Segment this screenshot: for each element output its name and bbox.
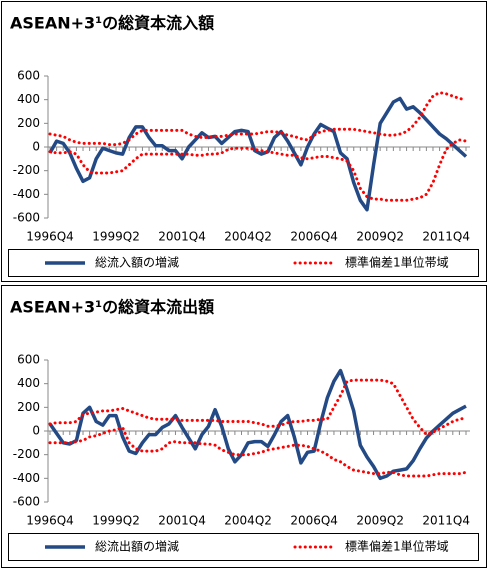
legend-label: 標準偏差1単位帯域 (345, 255, 449, 270)
y-tick-label: -600 (13, 211, 40, 225)
x-tick-label: 1996Q4 (26, 514, 74, 528)
legend-box (8, 249, 479, 277)
y-tick-label: -600 (13, 495, 40, 509)
legend-label: 総流出額の増減 (95, 539, 179, 554)
y-tick-label: -200 (13, 447, 40, 461)
x-tick-label: 2011Q4 (422, 230, 470, 244)
y-tick-label: -400 (13, 471, 40, 485)
y-tick-label: 0 (32, 140, 40, 154)
legend-label: 総流入額の増減 (95, 255, 179, 270)
panel-frame (1, 1, 487, 282)
x-tick-label: 2006Q4 (290, 230, 338, 244)
x-tick-label: 2009Q2 (356, 230, 404, 244)
y-tick-label: -400 (13, 187, 40, 201)
x-tick-label: 1996Q4 (26, 230, 74, 244)
x-tick-label: 2001Q4 (158, 230, 206, 244)
chart-title: ASEAN+3¹の総資本流入額 (10, 14, 214, 33)
y-tick-label: 0 (32, 424, 40, 438)
y-tick-label: 200 (17, 400, 40, 414)
x-tick-label: 2009Q2 (356, 514, 404, 528)
y-tick-label: 200 (17, 116, 40, 130)
band-line (48, 378, 468, 437)
data-line (48, 96, 468, 212)
x-tick-label: 1999Q2 (92, 514, 140, 528)
x-tick-label: 1999Q2 (92, 230, 140, 244)
y-tick-label: -200 (13, 163, 40, 177)
legend-label: 標準偏差1単位帯域 (345, 539, 449, 554)
y-tick-label: 400 (17, 92, 40, 106)
y-tick-label: 600 (17, 353, 40, 367)
panel-frame (1, 285, 487, 568)
chart-title: ASEAN+3¹の総資本流出額 (10, 298, 214, 317)
data-line (48, 368, 467, 481)
x-tick-label: 2001Q4 (158, 514, 206, 528)
legend-box (8, 533, 479, 561)
band-line (48, 425, 468, 478)
y-tick-label: 400 (17, 376, 40, 390)
y-tick-label: 600 (17, 69, 40, 83)
x-tick-label: 2004Q2 (224, 230, 272, 244)
band-line (48, 138, 468, 202)
x-tick-label: 2006Q4 (290, 514, 338, 528)
x-tick-label: 2011Q4 (422, 514, 470, 528)
band-line (48, 91, 468, 147)
x-tick-label: 2004Q2 (224, 514, 272, 528)
